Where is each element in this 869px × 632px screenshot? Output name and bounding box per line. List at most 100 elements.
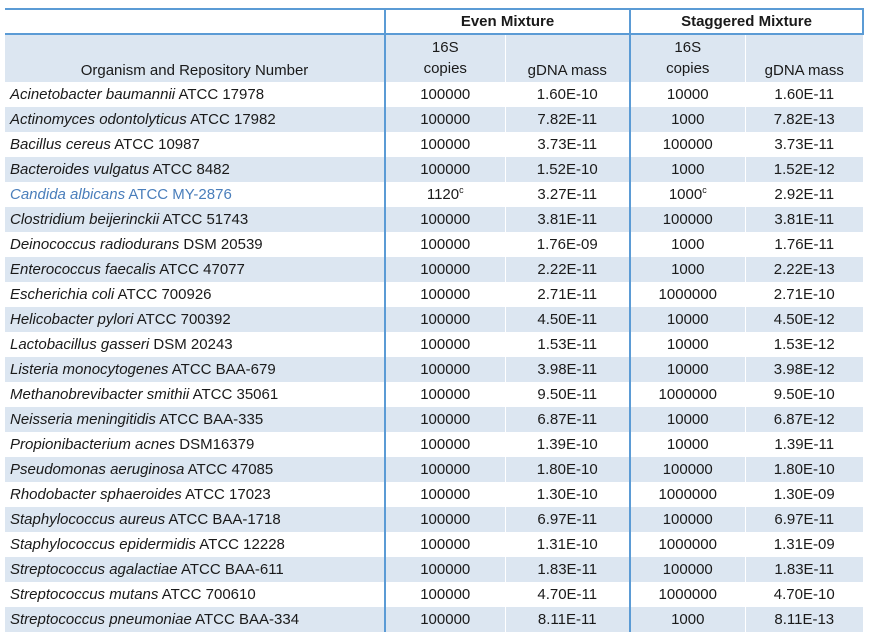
organism-cell: Streptococcus agalactiae ATCC BAA-611 — [5, 557, 385, 582]
even-copies-cell: 100000 — [384, 607, 506, 632]
staggered-copies-cell: 1000 — [629, 157, 746, 182]
table-row: Helicobacter pylori ATCC 700392 100000 4.5… — [5, 307, 863, 332]
organism-cell: Rhodobacter sphaeroides ATCC 17023 — [5, 482, 385, 507]
staggered-gdna-cell: 2.22E-13 — [773, 261, 835, 278]
staggered-gdna-cell: 9.50E-10 — [773, 386, 835, 403]
organism-cell: Deinococcus radiodurans DSM 20539 — [5, 232, 385, 257]
even-gdna-cell: 6.87E-11 — [537, 411, 598, 428]
species-name: Staphylococcus epidermidis — [10, 536, 196, 553]
strain-id: DSM 20539 — [179, 236, 263, 253]
table-row: Listeria monocytogenes ATCC BAA-679 10000… — [5, 357, 863, 382]
table-row: Enterococcus faecalis ATCC 47077 100000 2.… — [5, 257, 863, 282]
species-name: Streptococcus pneumoniae — [10, 611, 192, 628]
staggered-gdna-cell: 8.11E-13 — [774, 611, 835, 628]
staggered-16s-label: 16S — [674, 39, 702, 56]
strain-id: ATCC 17023 — [181, 486, 271, 503]
even-copies-cell: 1120c — [384, 182, 506, 207]
strain-id: ATCC 47077 — [155, 261, 245, 278]
table-row: Streptococcus agalactiae ATCC BAA-611 100… — [5, 557, 863, 582]
species-name: Escherichia coli — [10, 286, 115, 303]
table-row: Staphylococcus epidermidis ATCC 12228 100… — [5, 532, 863, 557]
table-row: Neisseria meningitidis ATCC BAA-335 10000… — [5, 407, 863, 432]
organism-cell: Staphylococcus epidermidis ATCC 12228 — [5, 532, 385, 557]
staggered-copies-cell: 1000000 — [629, 282, 746, 307]
staggered-gdna-cell: 2.71E-10 — [773, 286, 835, 303]
staggered-gdna-mass-header: gDNA mass — [745, 34, 863, 82]
even-copies-cell: 100000 — [384, 457, 506, 482]
even-copies-cell: 100000 — [384, 482, 506, 507]
staggered-gdna-cell: 1.30E-09 — [773, 486, 835, 503]
staggered-copies-cell: 1000 — [629, 257, 746, 282]
strain-id: ATCC BAA-679 — [168, 361, 276, 378]
staggered-gdna-cell: 1.31E-09 — [773, 536, 835, 553]
staggered-copies-cell: 1000000 — [629, 582, 746, 607]
even-gdna-cell: 3.81E-11 — [537, 211, 598, 228]
strain-id: ATCC BAA-1718 — [165, 511, 281, 528]
staggered-copies-cell: 10000 — [629, 432, 746, 457]
footnote-marker: c — [702, 185, 707, 195]
even-copies-cell: 100000 — [384, 557, 506, 582]
even-copies-cell: 100000 — [384, 357, 506, 382]
species-name: Helicobacter pylori — [10, 311, 134, 328]
organism-cell: Neisseria meningitidis ATCC BAA-335 — [5, 407, 385, 432]
staggered-copies-cell: 10000 — [629, 407, 746, 432]
even-copies-cell: 100000 — [384, 432, 506, 457]
staggered-gdna-cell: 1.76E-11 — [774, 236, 835, 253]
staggered-copies-cell: 100000 — [629, 457, 746, 482]
staggered-gdna-cell: 4.70E-10 — [773, 586, 835, 603]
table-header: Even Mixture Staggered Mixture Organism … — [5, 9, 864, 82]
mock-community-table: Even Mixture Staggered Mixture Organism … — [5, 8, 864, 632]
species-name: Enterococcus faecalis — [10, 261, 156, 278]
strain-id: DSM 20243 — [149, 336, 233, 353]
organism-cell: Propionibacterium acnes DSM16379 — [5, 432, 385, 457]
strain-id: ATCC 17982 — [186, 111, 276, 128]
strain-id: ATCC BAA-335 — [155, 411, 264, 428]
even-gdna-cell: 9.50E-11 — [537, 386, 598, 403]
even-gdna-cell: 1.30E-10 — [536, 486, 598, 503]
even-16s-label: 16S — [431, 39, 459, 56]
organism-cell: Listeria monocytogenes ATCC BAA-679 — [5, 357, 385, 382]
strain-id: ATCC 47085 — [184, 461, 274, 478]
organism-cell: Acinetobacter baumannii ATCC 17978 — [5, 82, 385, 107]
species-name: Bacillus cereus — [10, 136, 111, 153]
species-name: Neisseria meningitidis — [10, 411, 156, 428]
even-copies-cell: 100000 — [384, 132, 506, 157]
species-name: Propionibacterium acnes — [10, 436, 176, 453]
staggered-copies-cell: 100000 — [629, 207, 746, 232]
staggered-copies-cell: 1000000 — [629, 532, 746, 557]
even-gdna-cell: 3.98E-11 — [537, 361, 598, 378]
species-name: Acinetobacter baumannii — [10, 86, 176, 103]
even-copies-cell: 100000 — [384, 307, 506, 332]
table-row: Deinococcus radiodurans DSM 20539 100000 1… — [5, 232, 863, 257]
strain-id: ATCC 700926 — [114, 286, 212, 303]
strain-id: ATCC 700610 — [158, 586, 256, 603]
table-row: Propionibacterium acnes DSM16379 100000 1.… — [5, 432, 863, 457]
strain-id: ATCC BAA-334 — [191, 611, 300, 628]
staggered-copies-cell: 100000 — [629, 132, 746, 157]
staggered-16s-copies-header: 16S copies — [629, 34, 746, 82]
species-name: Rhodobacter sphaeroides — [10, 486, 182, 503]
even-copies-cell: 100000 — [384, 232, 506, 257]
even-copies-cell: 100000 — [384, 207, 506, 232]
even-gdna-cell: 1.31E-10 — [536, 536, 598, 553]
strain-id: ATCC 17978 — [175, 86, 265, 103]
even-copies-cell: 100000 — [384, 282, 506, 307]
species-name: Lactobacillus gasseri — [10, 336, 150, 353]
even-gdna-cell: 1.39E-10 — [536, 436, 598, 453]
staggered-mixture-group-header: Staggered Mixture — [629, 9, 864, 35]
table-row: Methanobrevibacter smithii ATCC 35061 100… — [5, 382, 863, 407]
even-16s-copies-header: 16S copies — [384, 34, 506, 82]
column-header-row: Organism and Repository Number 16S copie… — [5, 34, 863, 82]
even-copies-cell: 100000 — [384, 257, 506, 282]
table-row: Bacteroides vulgatus ATCC 8482 100000 1.52… — [5, 157, 863, 182]
species-name: Candida albicans — [10, 186, 126, 203]
species-name: Clostridium beijerinckii — [10, 211, 160, 228]
strain-id: ATCC 51743 — [159, 211, 249, 228]
even-gdna-cell: 2.71E-11 — [537, 286, 598, 303]
species-name: Pseudomonas aeruginosa — [10, 461, 185, 478]
organism-cell: Pseudomonas aeruginosa ATCC 47085 — [5, 457, 385, 482]
organism-cell: Enterococcus faecalis ATCC 47077 — [5, 257, 385, 282]
staggered-gdna-cell: 1.83E-11 — [774, 561, 835, 578]
table-row: Acinetobacter baumannii ATCC 17978 100000… — [5, 82, 863, 107]
